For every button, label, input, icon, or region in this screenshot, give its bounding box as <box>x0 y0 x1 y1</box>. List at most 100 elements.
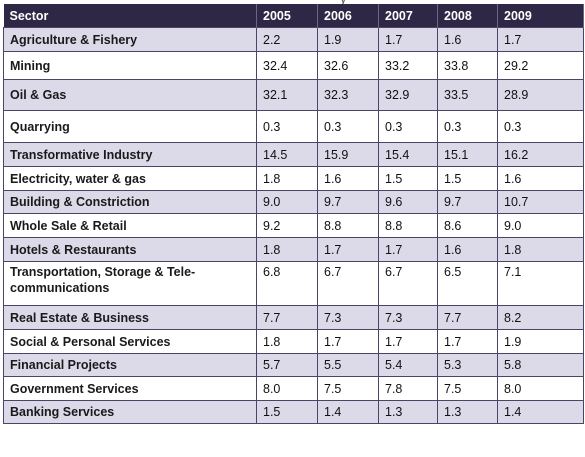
value-cell: 1.7 <box>378 27 438 52</box>
value-cell: 0.3 <box>497 110 584 143</box>
value-cell: 8.0 <box>497 376 584 401</box>
value-cell: 32.6 <box>317 51 379 80</box>
value-cell: 1.8 <box>256 329 318 354</box>
header-sector: Sector <box>3 4 257 28</box>
value-cell: 8.8 <box>378 213 438 238</box>
value-cell: 32.9 <box>378 79 438 111</box>
value-cell: 1.5 <box>378 166 438 191</box>
value-cell: 7.1 <box>497 261 584 306</box>
value-cell: 8.6 <box>437 213 498 238</box>
value-cell: 33.8 <box>437 51 498 80</box>
value-cell: 1.3 <box>378 400 438 424</box>
header-2005: 2005 <box>256 4 318 28</box>
value-cell: 10.7 <box>497 190 584 214</box>
sector-cell: Agriculture & Fishery <box>3 27 257 52</box>
value-cell: 7.8 <box>378 376 438 401</box>
sector-cell: Hotels & Restaurants <box>3 237 257 262</box>
sector-cell: Oil & Gas <box>3 79 257 111</box>
sector-cell: Building & Constriction <box>3 190 257 214</box>
value-cell: 7.3 <box>317 305 379 330</box>
value-cell: 5.3 <box>437 353 498 377</box>
header-2006: 2006 <box>317 4 379 28</box>
table-row: Building & Constriction 9.0 9.7 9.6 9.7 … <box>3 190 584 214</box>
value-cell: 0.3 <box>256 110 318 143</box>
value-cell: 1.3 <box>437 400 498 424</box>
sector-cell: Banking Services <box>3 400 257 424</box>
value-cell: 9.7 <box>437 190 498 214</box>
value-cell: 2.2 <box>256 27 318 52</box>
value-cell: 1.7 <box>317 237 379 262</box>
value-cell: 9.0 <box>497 213 584 238</box>
value-cell: 7.3 <box>378 305 438 330</box>
value-cell: 1.7 <box>378 329 438 354</box>
value-cell: 1.7 <box>378 237 438 262</box>
value-cell: 32.1 <box>256 79 318 111</box>
sector-cell: Real Estate & Business <box>3 305 257 330</box>
value-cell: 1.8 <box>497 237 584 262</box>
value-cell: 14.5 <box>256 142 318 167</box>
value-cell: 6.8 <box>256 261 318 306</box>
table-row: Quarrying 0.3 0.3 0.3 0.3 0.3 <box>3 110 584 143</box>
value-cell: 32.4 <box>256 51 318 80</box>
value-cell: 1.4 <box>497 400 584 424</box>
table-row: Mining 32.4 32.6 33.2 33.8 29.2 <box>3 51 584 80</box>
header-2008: 2008 <box>437 4 498 28</box>
sector-cell: Financial Projects <box>3 353 257 377</box>
value-cell: 15.1 <box>437 142 498 167</box>
sector-cell: Social & Personal Services <box>3 329 257 354</box>
value-cell: 0.3 <box>437 110 498 143</box>
value-cell: 1.6 <box>437 237 498 262</box>
value-cell: 9.2 <box>256 213 318 238</box>
value-cell: 8.2 <box>497 305 584 330</box>
sector-cell: Electricity, water & gas <box>3 166 257 191</box>
value-cell: 1.5 <box>256 400 318 424</box>
value-cell: 15.9 <box>317 142 379 167</box>
value-cell: 1.7 <box>317 329 379 354</box>
value-cell: 6.5 <box>437 261 498 306</box>
value-cell: 7.7 <box>437 305 498 330</box>
value-cell: 6.7 <box>317 261 379 306</box>
table-row: Agriculture & Fishery 2.2 1.9 1.7 1.6 1.… <box>3 27 584 52</box>
table-row: Whole Sale & Retail 9.2 8.8 8.8 8.6 9.0 <box>3 213 584 238</box>
sector-cell: Quarrying <box>3 110 257 143</box>
value-cell: 33.5 <box>437 79 498 111</box>
sector-data-table: Sector 2005 2006 2007 2008 2009 Agricult… <box>3 4 584 424</box>
value-cell: 5.4 <box>378 353 438 377</box>
table-row: Financial Projects 5.7 5.5 5.4 5.3 5.8 <box>3 353 584 377</box>
sector-cell: Transformative Industry <box>3 142 257 167</box>
value-cell: 1.9 <box>317 27 379 52</box>
value-cell: 16.2 <box>497 142 584 167</box>
value-cell: 1.6 <box>437 27 498 52</box>
header-2007: 2007 <box>378 4 438 28</box>
value-cell: 9.7 <box>317 190 379 214</box>
sector-cell: Transportation, Storage & Tele-communica… <box>3 261 257 306</box>
sector-cell: Mining <box>3 51 257 80</box>
value-cell: 5.5 <box>317 353 379 377</box>
value-cell: 9.6 <box>378 190 438 214</box>
value-cell: 28.9 <box>497 79 584 111</box>
value-cell: 32.3 <box>317 79 379 111</box>
value-cell: 1.9 <box>497 329 584 354</box>
value-cell: 1.4 <box>317 400 379 424</box>
value-cell: 9.0 <box>256 190 318 214</box>
value-cell: 15.4 <box>378 142 438 167</box>
value-cell: 5.7 <box>256 353 318 377</box>
table-row: Transportation, Storage & Tele-communica… <box>3 261 584 306</box>
value-cell: 1.6 <box>317 166 379 191</box>
table-row: Real Estate & Business 7.7 7.3 7.3 7.7 8… <box>3 305 584 330</box>
value-cell: 29.2 <box>497 51 584 80</box>
value-cell: 1.5 <box>437 166 498 191</box>
sector-cell: Government Services <box>3 376 257 401</box>
table-row: Government Services 8.0 7.5 7.8 7.5 8.0 <box>3 376 584 401</box>
value-cell: 1.6 <box>497 166 584 191</box>
value-cell: 0.3 <box>378 110 438 143</box>
value-cell: 0.3 <box>317 110 379 143</box>
value-cell: 1.7 <box>497 27 584 52</box>
value-cell: 7.5 <box>317 376 379 401</box>
value-cell: 1.8 <box>256 166 318 191</box>
header-2009: 2009 <box>497 4 584 28</box>
table-row: Banking Services 1.5 1.4 1.3 1.3 1.4 <box>3 400 584 424</box>
value-cell: 33.2 <box>378 51 438 80</box>
table-row: Social & Personal Services 1.8 1.7 1.7 1… <box>3 329 584 354</box>
table-row: Electricity, water & gas 1.8 1.6 1.5 1.5… <box>3 166 584 191</box>
